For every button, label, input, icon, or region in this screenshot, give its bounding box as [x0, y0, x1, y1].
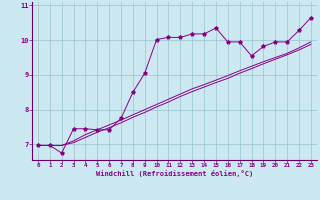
X-axis label: Windchill (Refroidissement éolien,°C): Windchill (Refroidissement éolien,°C) [96, 170, 253, 177]
